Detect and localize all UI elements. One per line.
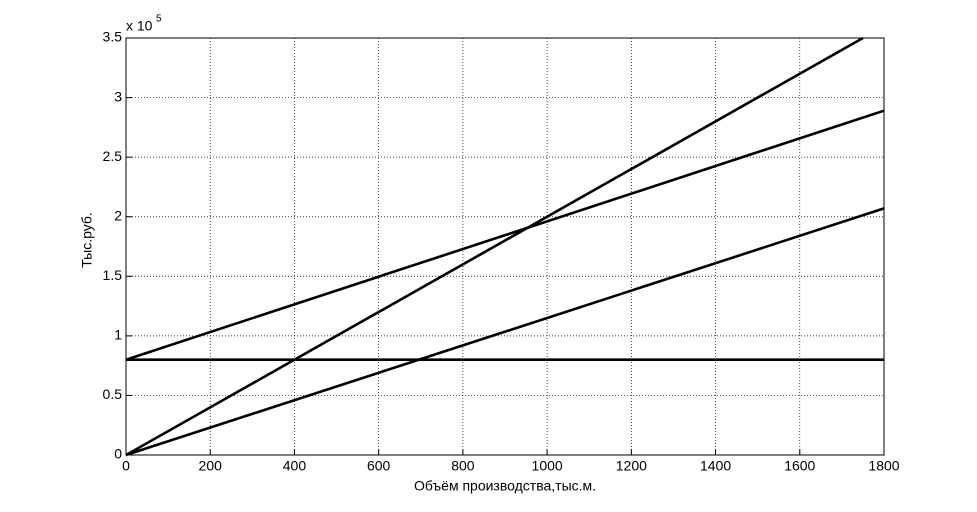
x-tick-label: 1400: [700, 458, 731, 474]
x-tick-label: 400: [283, 458, 307, 474]
y-tick-label: 2: [114, 207, 122, 223]
y-tick-label: 0.5: [103, 386, 123, 402]
y-axis-label: Тыс.руб.: [79, 212, 95, 268]
x-tick-label: 200: [199, 458, 223, 474]
line: [125, 109, 885, 361]
x-tick-label: 1600: [784, 458, 815, 474]
line: [125, 207, 885, 457]
x-tick-label: 600: [367, 458, 391, 474]
y-tick-label: 3: [114, 88, 122, 104]
y-tick-label: 2.5: [103, 148, 123, 164]
y-tick-label: 0: [114, 446, 122, 462]
x-tick-label: 1000: [532, 458, 563, 474]
x-tick-label: 800: [451, 458, 475, 474]
y-multiplier: x 10: [126, 18, 153, 34]
x-tick-label: 1200: [616, 458, 647, 474]
x-tick-label: 0: [122, 458, 130, 474]
y-multiplier-power: 5: [156, 14, 162, 25]
y-tick-label: 1: [114, 327, 122, 343]
y-tick-label: 3.5: [103, 29, 123, 45]
x-axis-label: Объём производства,тыс.м.: [414, 478, 596, 494]
line: [125, 36, 864, 457]
plot-frame: [125, 37, 885, 456]
y-tick-label: 1.5: [103, 267, 123, 283]
x-tick-label: 1800: [868, 458, 899, 474]
